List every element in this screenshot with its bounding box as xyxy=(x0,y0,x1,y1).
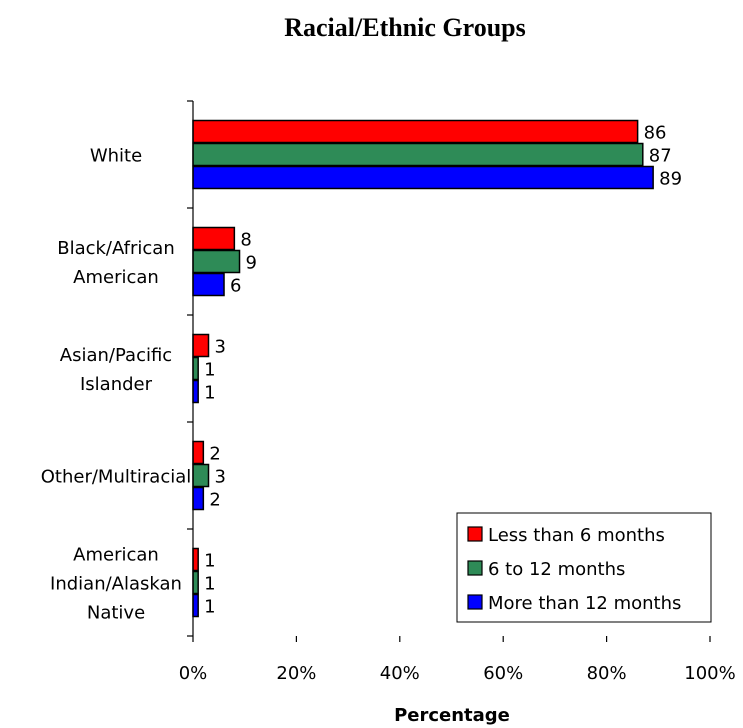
data-label: 1 xyxy=(204,360,215,381)
data-label: 89 xyxy=(659,169,682,190)
category-label: Native xyxy=(87,603,145,624)
legend-label: 6 to 12 months xyxy=(488,559,625,580)
chart-title: Racial/Ethnic Groups xyxy=(284,13,526,42)
category-label: White xyxy=(90,146,142,167)
data-label: 3 xyxy=(215,467,226,488)
category-label: Other/Multiracial xyxy=(41,467,192,488)
x-tick-label: 60% xyxy=(483,663,523,684)
legend: Less than 6 months 6 to 12 months More tha… xyxy=(457,513,711,622)
category-label: Indian/Alaskan xyxy=(50,574,182,595)
data-label: 2 xyxy=(209,490,220,511)
legend-swatch xyxy=(468,527,482,541)
x-tick-label: 40% xyxy=(380,663,420,684)
data-label: 1 xyxy=(204,551,215,572)
category-label: American xyxy=(73,267,159,288)
x-tick-label: 0% xyxy=(179,663,208,684)
bar xyxy=(193,465,209,487)
data-label: 8 xyxy=(240,230,251,251)
bar xyxy=(193,251,240,273)
x-tick-label: 20% xyxy=(276,663,316,684)
bar xyxy=(193,595,198,617)
category-label: Black/African xyxy=(57,238,175,259)
data-label: 1 xyxy=(204,383,215,404)
bar xyxy=(193,121,638,143)
legend-swatch xyxy=(468,595,482,609)
x-axis-title: Percentage xyxy=(394,705,510,726)
data-label: 1 xyxy=(204,574,215,595)
category-label: American xyxy=(73,545,159,566)
bar xyxy=(193,381,198,403)
data-label: 9 xyxy=(246,253,257,274)
bar xyxy=(193,442,203,464)
x-tick-label: 100% xyxy=(684,663,735,684)
bar xyxy=(193,144,643,166)
data-label: 3 xyxy=(215,337,226,358)
data-label: 2 xyxy=(209,444,220,465)
data-label: 87 xyxy=(649,146,672,167)
bar xyxy=(193,572,198,594)
legend-label: More than 12 months xyxy=(488,593,681,614)
category-label: Asian/Pacific xyxy=(60,345,172,366)
bar xyxy=(193,358,198,380)
data-label: 1 xyxy=(204,597,215,618)
bar xyxy=(193,167,653,189)
x-tick-label: 80% xyxy=(587,663,627,684)
data-label: 86 xyxy=(644,123,667,144)
bar xyxy=(193,549,198,571)
bar xyxy=(193,335,209,357)
legend-label: Less than 6 months xyxy=(488,525,665,546)
bar xyxy=(193,488,203,510)
bar xyxy=(193,274,224,296)
category-label: Islander xyxy=(80,374,153,395)
bar xyxy=(193,228,234,250)
legend-swatch xyxy=(468,561,482,575)
data-label: 6 xyxy=(230,276,241,297)
